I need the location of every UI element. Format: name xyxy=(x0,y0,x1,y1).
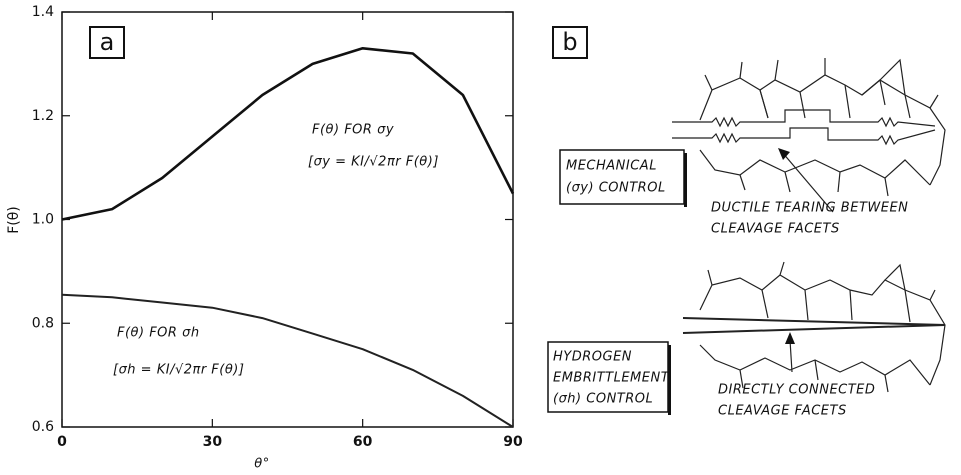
box-text: EMBRITTLEMENT xyxy=(553,371,670,386)
data-line xyxy=(61,293,514,428)
x-tick-label: 90 xyxy=(503,434,523,450)
data-line xyxy=(61,47,515,221)
panel-label: a xyxy=(100,28,115,56)
box-text: HYDROGEN xyxy=(553,350,632,365)
y-tick-label: 0.6 xyxy=(32,419,54,435)
x-axis-label: θ° xyxy=(254,457,269,472)
y-tick-label: 1.4 xyxy=(32,4,54,20)
x-tick-label: 60 xyxy=(353,434,373,450)
box-shadow xyxy=(668,345,671,415)
formula: [σy = KI/√2πr F(θ)] xyxy=(308,155,439,170)
y-tick-label: 1.2 xyxy=(32,108,54,124)
grain-network xyxy=(672,58,946,393)
note: CLEAVAGE FACETS xyxy=(718,404,847,419)
box-shadow xyxy=(684,153,687,207)
note: DUCTILE TEARING BETWEEN xyxy=(711,201,908,216)
note: DIRECTLY CONNECTED xyxy=(718,383,875,398)
box-text: MECHANICAL xyxy=(566,159,657,174)
box-text: (σh) CONTROL xyxy=(553,392,653,407)
y-axis-label: F(θ) xyxy=(6,206,22,234)
note: CLEAVAGE FACETS xyxy=(711,222,840,237)
x-tick-label: 30 xyxy=(203,434,223,450)
y-tick-label: 0.8 xyxy=(32,315,54,331)
series-label: F(θ) FOR σy xyxy=(312,123,394,138)
y-tick-label: 1.0 xyxy=(32,212,54,228)
x-tick-label: 0 xyxy=(57,434,67,450)
label-box xyxy=(559,149,685,205)
series-label: F(θ) FOR σh xyxy=(117,326,200,341)
panel-box xyxy=(89,26,125,59)
panel-label: b xyxy=(562,28,577,56)
box-text: (σy) CONTROL xyxy=(566,181,666,196)
label-box xyxy=(547,341,669,413)
panel-box xyxy=(552,26,588,59)
formula: [σh = KI/√2πr F(θ)] xyxy=(113,363,244,378)
